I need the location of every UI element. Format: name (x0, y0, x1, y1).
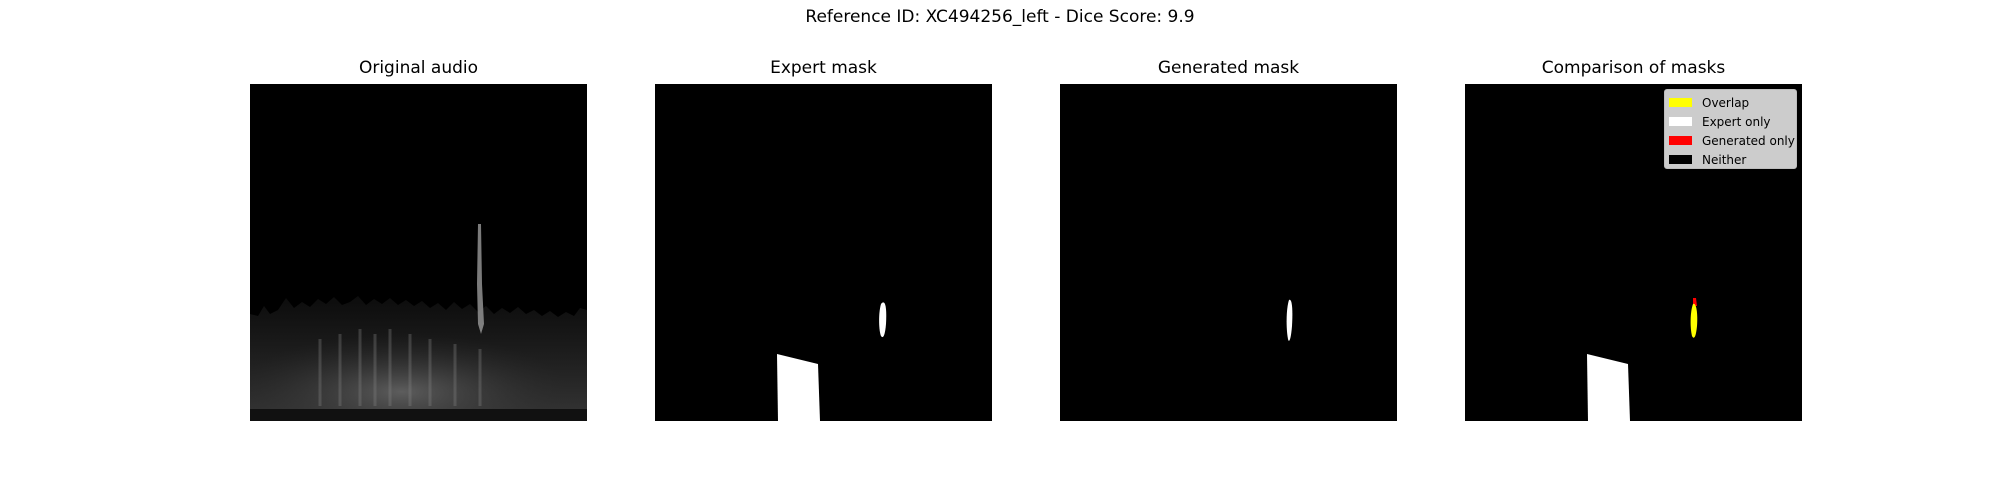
expert-mask-blob-call (879, 302, 887, 338)
legend-swatch-expert-only (1669, 117, 1692, 126)
expert-mask-panel (655, 84, 992, 421)
legend-label-expert-only: Expert only (1702, 114, 1771, 129)
legend-label-generated-only: Generated only (1702, 133, 1795, 148)
expert-mask-image (777, 302, 887, 421)
legend-label-neither: Neither (1702, 152, 1747, 167)
panel-title-original-audio: Original audio (358, 58, 479, 78)
legend-item-overlap: Overlap (1669, 93, 1796, 112)
legend-swatch-neither (1669, 155, 1692, 164)
generated-mask-image (1286, 299, 1293, 341)
panel-title-generated-mask: Generated mask (1157, 58, 1300, 78)
comparison-panel: Overlap Expert only Generated only Neith… (1465, 84, 1802, 421)
expert-mask-blob-block (777, 354, 820, 421)
legend: Overlap Expert only Generated only Neith… (1664, 89, 1797, 169)
legend-label-overlap: Overlap (1702, 95, 1750, 110)
comparison-overlap-region (1690, 303, 1698, 338)
spectrogram-panel (250, 84, 587, 421)
figure-title: Reference ID: XC494256_left - Dice Score… (805, 7, 1195, 27)
panel-title-expert-mask: Expert mask (770, 58, 877, 78)
generated-mask-panel (1060, 84, 1397, 421)
legend-item-neither: Neither (1669, 150, 1796, 169)
legend-item-expert-only: Expert only (1669, 112, 1796, 131)
legend-swatch-generated-only (1669, 136, 1692, 145)
spectrogram-call-streak (477, 224, 484, 334)
comparison-image (1587, 298, 1698, 421)
legend-item-generated-only: Generated only (1669, 131, 1796, 150)
comparison-expert-only-region (1587, 354, 1630, 421)
spectrogram-vertical-streaks (318, 329, 482, 406)
spectrogram-glow (250, 304, 587, 421)
generated-mask-blob-call (1286, 299, 1293, 341)
spectrogram-image (250, 224, 587, 421)
legend-swatch-overlap (1669, 98, 1692, 107)
panel-title-comparison: Comparison of masks (1541, 58, 1726, 78)
spectrogram-floor (250, 409, 587, 421)
